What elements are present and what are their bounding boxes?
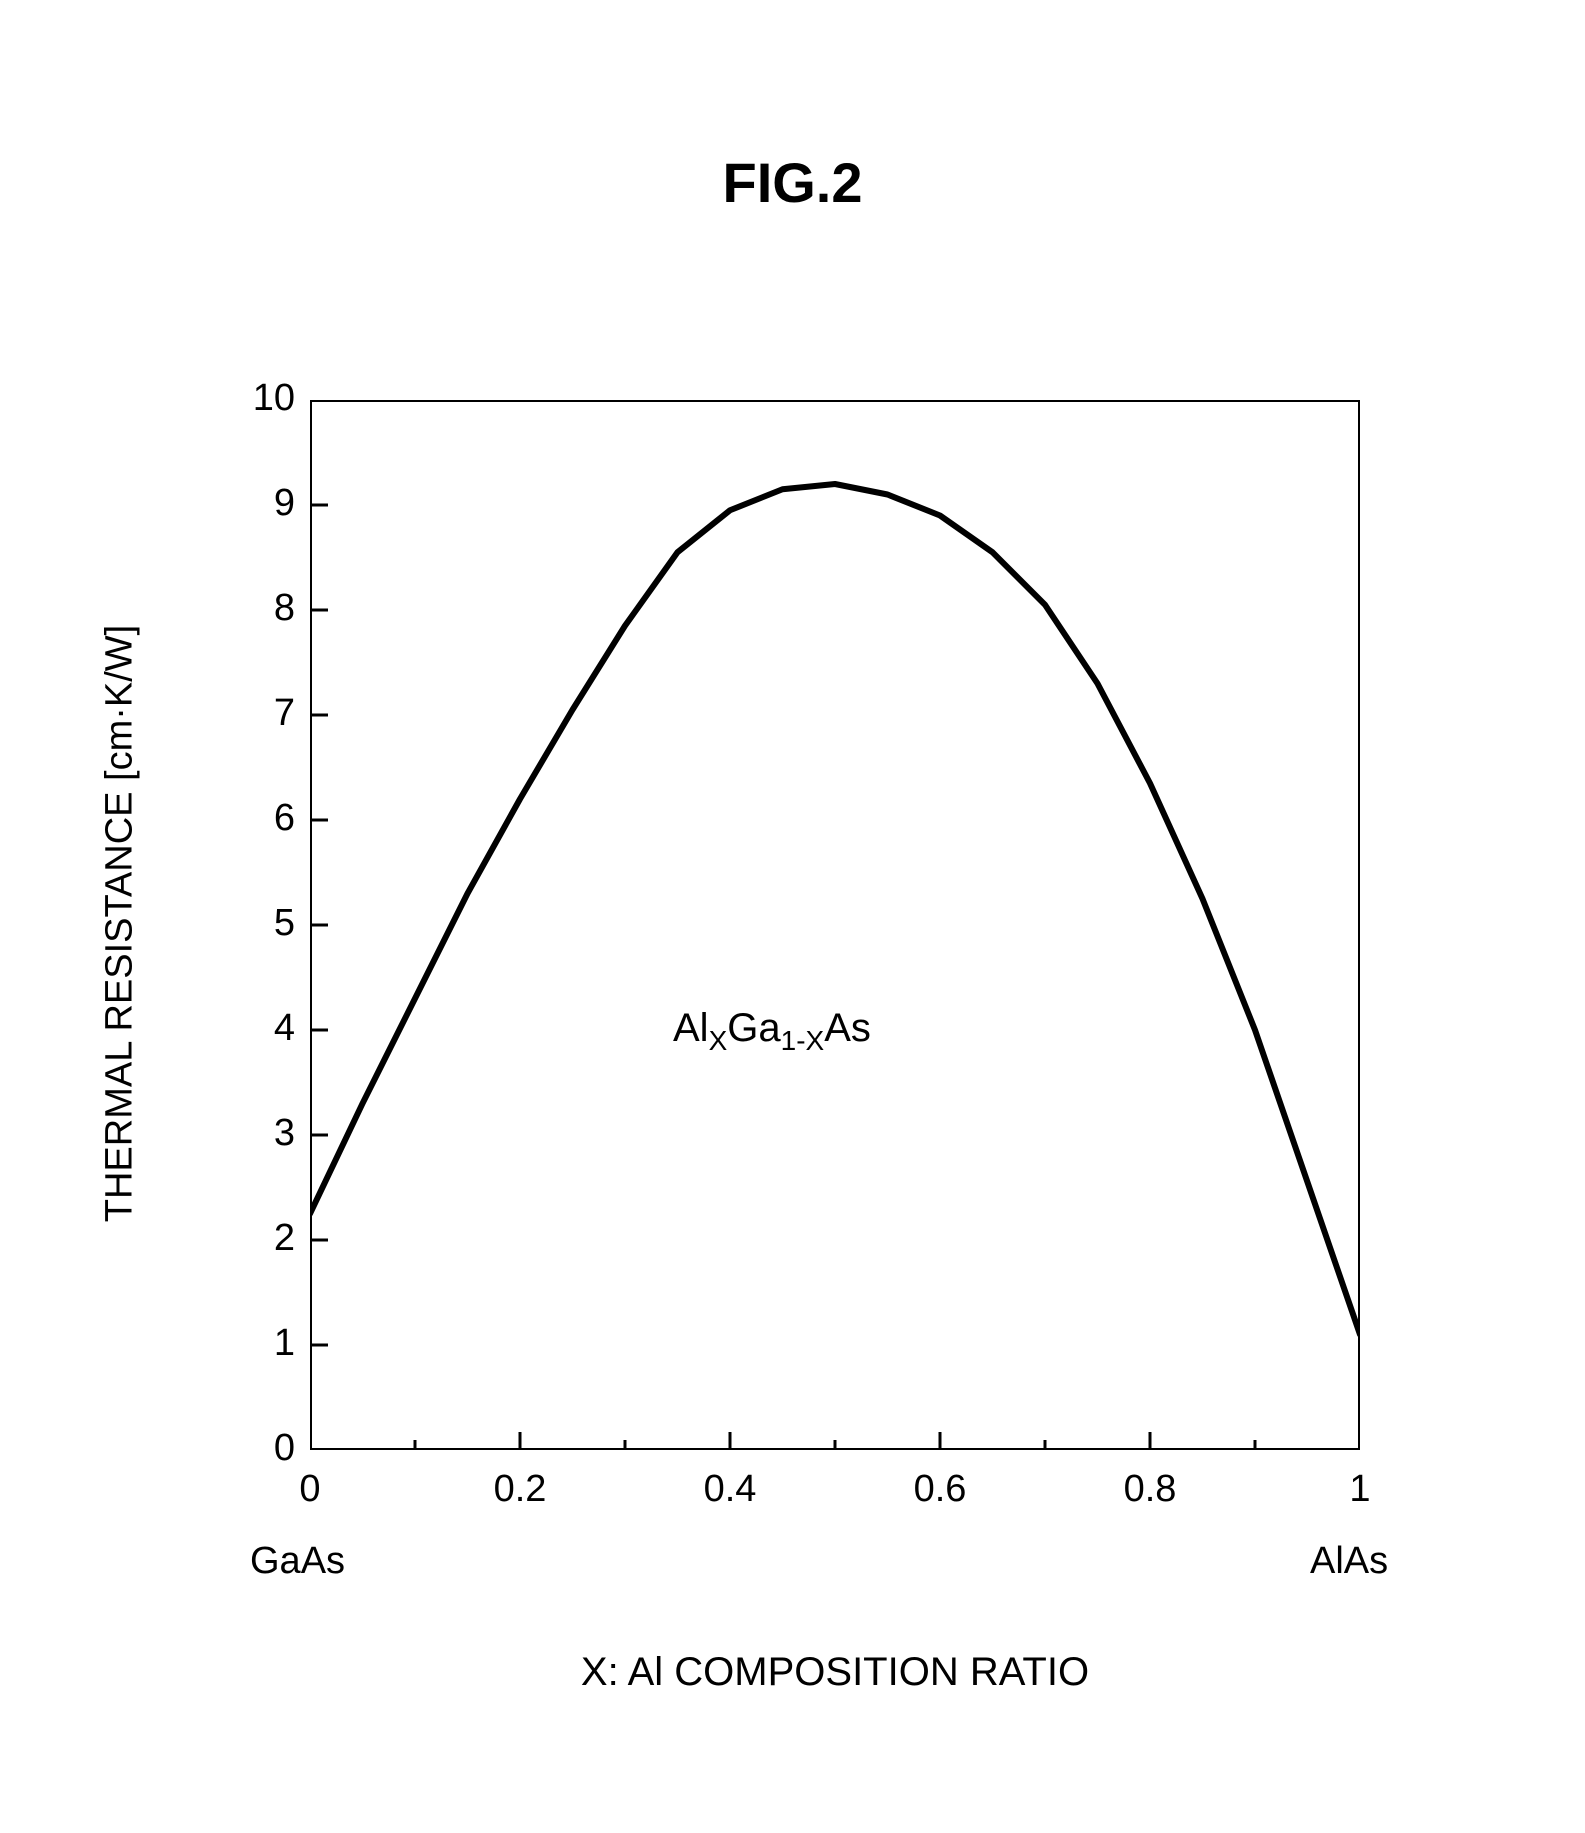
x-endpoint-right-label: AlAs <box>1310 1540 1388 1583</box>
y-tick-label: 3 <box>274 1112 295 1155</box>
x-tick-label: 0.6 <box>890 1468 990 1511</box>
formula-part-al: Al <box>673 1006 709 1050</box>
y-tick-label: 10 <box>253 377 295 420</box>
formula-part-ga: Ga <box>727 1006 780 1050</box>
series-formula-label: AlXGa1-XAs <box>673 1006 871 1057</box>
x-tick-label: 0.8 <box>1100 1468 1200 1511</box>
x-tick-label: 0.4 <box>680 1468 780 1511</box>
page: FIG.2 AlXGa1-XAs THERMAL RESISTANCE [cm·… <box>0 0 1585 1833</box>
x-axis-label: X: Al COMPOSITION RATIO <box>310 1650 1360 1695</box>
x-tick-label: 1 <box>1310 1468 1410 1511</box>
y-tick-label: 0 <box>274 1427 295 1470</box>
chart-svg <box>310 400 1360 1450</box>
y-tick-label: 5 <box>274 902 295 945</box>
formula-part-as: As <box>824 1006 871 1050</box>
x-endpoint-left-label: GaAs <box>250 1540 345 1583</box>
figure-title: FIG.2 <box>0 150 1585 215</box>
formula-sub-1mx: 1-X <box>781 1025 825 1056</box>
y-tick-label: 7 <box>274 692 295 735</box>
y-tick-label: 2 <box>274 1217 295 1260</box>
x-tick-label: 0.2 <box>470 1468 570 1511</box>
formula-sub-x: X <box>709 1025 728 1056</box>
x-tick-label: 0 <box>260 1468 360 1511</box>
y-tick-label: 6 <box>274 797 295 840</box>
y-tick-label: 1 <box>274 1322 295 1365</box>
chart-container: AlXGa1-XAs <box>310 400 1360 1450</box>
y-tick-label: 4 <box>274 1007 295 1050</box>
y-axis-label: THERMAL RESISTANCE [cm·K/W] <box>99 399 142 1449</box>
y-tick-label: 9 <box>274 482 295 525</box>
y-tick-label: 8 <box>274 587 295 630</box>
